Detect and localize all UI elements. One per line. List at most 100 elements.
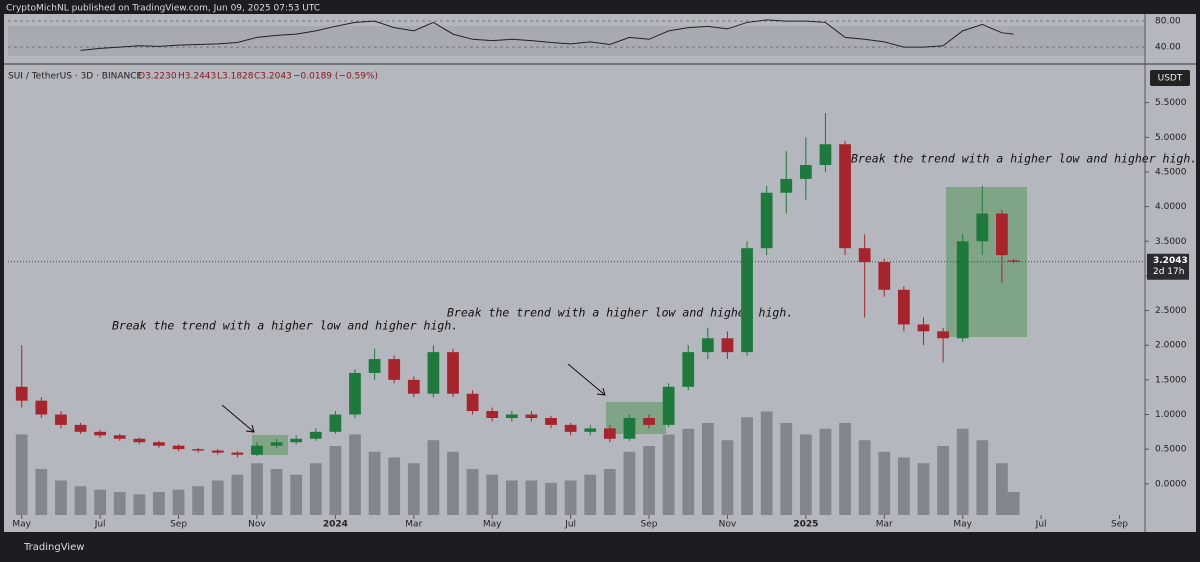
volume-bar xyxy=(937,446,949,515)
rsi-band xyxy=(8,26,1145,56)
highlight-box xyxy=(606,402,666,434)
candle-body xyxy=(819,144,832,166)
rsi-line xyxy=(80,19,1014,51)
volume-bar xyxy=(192,486,205,515)
candle-body xyxy=(35,400,48,415)
ohlc-close: C3.2043 xyxy=(254,72,292,82)
arrow xyxy=(567,363,606,396)
candle-body xyxy=(74,424,87,432)
volume-bar xyxy=(760,411,773,515)
volume-bar xyxy=(721,440,734,515)
volume-bar xyxy=(1007,492,1020,515)
volume-bar xyxy=(427,440,440,515)
plot: 0.00000.50001.00001.50002.00002.50003.00… xyxy=(8,17,1189,530)
annotation: Break the trend with a higher low and hi… xyxy=(447,306,793,320)
volume-bar xyxy=(799,434,812,515)
y-tick-label: 1.5000 xyxy=(1155,375,1187,385)
candle-body xyxy=(251,445,263,455)
volume-bar xyxy=(643,446,655,515)
volume-bar xyxy=(819,428,832,515)
volume-bar xyxy=(172,489,185,515)
x-tick-label: Nov xyxy=(248,520,266,530)
candle-body xyxy=(466,393,479,412)
ohlc-high: H3.2443 xyxy=(178,72,216,82)
last-price-badge xyxy=(1147,253,1189,280)
volume-bar xyxy=(251,463,263,515)
volume-bar xyxy=(290,474,303,515)
volume-bar xyxy=(917,463,930,515)
y-tick-label: 3.5000 xyxy=(1155,237,1187,247)
candle-body xyxy=(721,338,734,353)
volume-bar xyxy=(584,474,597,515)
candle-body xyxy=(211,450,224,453)
x-tick-label: Mar xyxy=(405,520,422,530)
x-tick-label: May xyxy=(953,520,972,530)
candle-body xyxy=(741,248,753,353)
volume-bar xyxy=(623,451,636,515)
volume-bar xyxy=(368,451,381,515)
candle-body xyxy=(192,449,205,451)
volume-bar xyxy=(329,446,342,515)
volume-bar xyxy=(113,492,126,515)
volume-bar xyxy=(447,451,459,515)
candle-body xyxy=(153,442,165,446)
volume-bar xyxy=(486,474,499,515)
y-tick-label: 5.5000 xyxy=(1155,98,1187,108)
candle-body xyxy=(858,248,871,263)
volume-bar xyxy=(505,480,518,515)
ohlc-change: −0.0189 (−0.59%) xyxy=(293,72,378,82)
candle-body xyxy=(349,372,361,415)
volume-bar xyxy=(231,474,244,515)
candle-body xyxy=(937,331,949,339)
volume-bar xyxy=(701,423,714,515)
x-tick-label: Nov xyxy=(719,520,737,530)
candle-body xyxy=(643,417,655,425)
candle-body xyxy=(231,452,244,455)
candle-body xyxy=(525,414,538,418)
volume-bar xyxy=(897,457,910,515)
volume-bar xyxy=(956,428,969,515)
currency-badge xyxy=(1150,70,1190,86)
volume-bar xyxy=(780,423,793,515)
volume-bar xyxy=(525,480,538,515)
candle-body xyxy=(486,411,499,418)
volume-bar xyxy=(858,440,871,515)
candle-body xyxy=(309,431,322,439)
y-tick-label: 5.0000 xyxy=(1155,133,1187,143)
candle-body xyxy=(427,352,440,394)
volume-bar xyxy=(270,469,283,515)
x-tick-label: 2025 xyxy=(793,520,818,530)
candle-body xyxy=(172,445,185,450)
candle-body xyxy=(270,442,283,446)
volume-bar xyxy=(839,423,851,515)
volume-bar xyxy=(662,434,675,515)
volume-bar xyxy=(996,463,1008,515)
candle-body xyxy=(368,359,381,373)
candle-body xyxy=(15,386,28,401)
candle-body xyxy=(1007,260,1020,262)
volume-bar xyxy=(407,463,420,515)
volume-bar xyxy=(15,434,28,515)
candle-body xyxy=(94,431,107,436)
publisher: CryptoMichNL published on TradingView.co… xyxy=(6,4,320,14)
x-tick-label: Jul xyxy=(94,520,106,530)
volume-bar xyxy=(349,434,361,515)
candle-body xyxy=(956,241,969,339)
annotation: Break the trend with a higher low and hi… xyxy=(112,319,458,333)
volume-bar xyxy=(74,486,87,515)
y-tick-label: 4.0000 xyxy=(1155,202,1187,212)
volume-bar xyxy=(878,451,891,515)
candle-body xyxy=(505,414,518,418)
x-tick-label: May xyxy=(483,520,502,530)
y-tick-label: 0.0000 xyxy=(1155,479,1187,489)
volume-bar xyxy=(564,480,577,515)
volume-bar xyxy=(682,428,695,515)
annotation: Break the trend with a higher low and hi… xyxy=(851,152,1197,166)
candle-body xyxy=(603,428,616,439)
x-tick-label: Jul xyxy=(1035,520,1047,530)
candle-body xyxy=(662,386,675,425)
ohlc-open: O3.2230 xyxy=(138,72,177,82)
candle-body xyxy=(447,352,459,394)
volume-bar xyxy=(94,489,107,515)
